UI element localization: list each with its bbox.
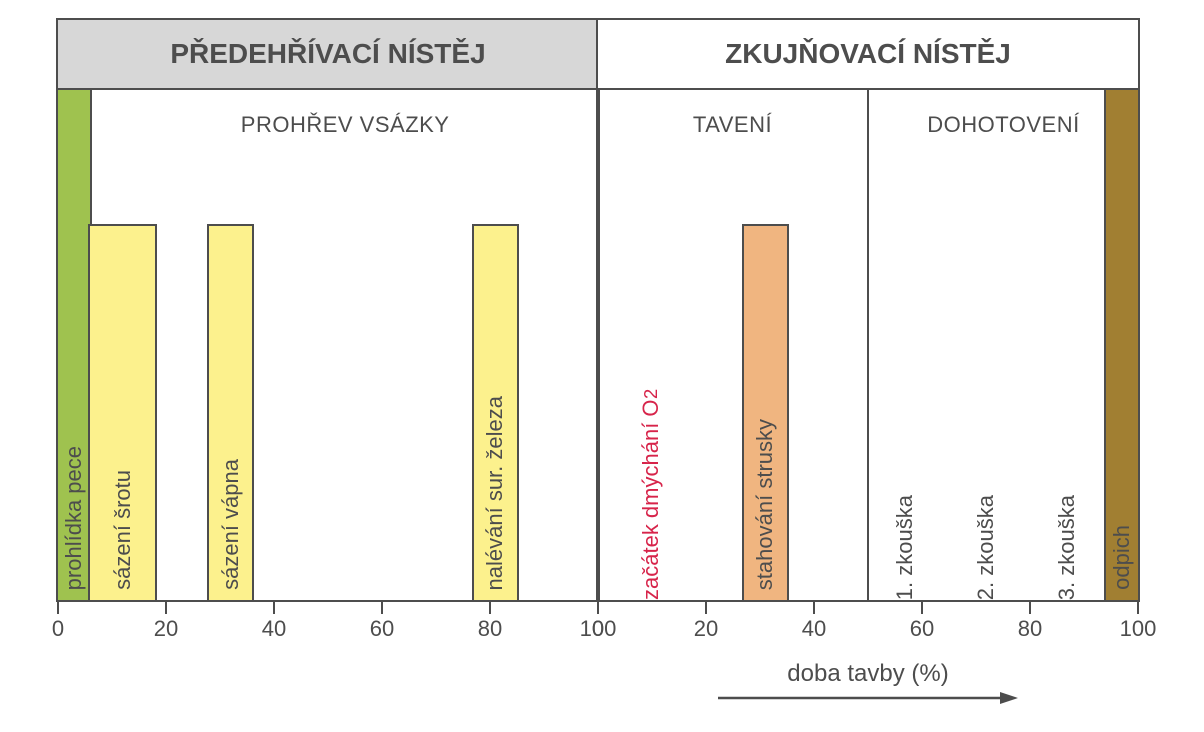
axis-tick xyxy=(597,602,599,614)
x-label-wrap: doba tavby (%) xyxy=(598,660,1138,704)
bar-label: stahování strusky xyxy=(752,409,778,600)
marker-label: 3. zkouška xyxy=(1054,257,1080,600)
bar-label: prohlídka pece xyxy=(61,436,87,600)
axis-tick-label: 0 xyxy=(592,616,604,642)
axis-tick-label: 20 xyxy=(154,616,178,642)
axis-tick-label: 0 xyxy=(52,616,64,642)
axis-tick-label: 80 xyxy=(1018,616,1042,642)
axis-tick xyxy=(705,602,707,614)
axis-tick-label: 20 xyxy=(694,616,718,642)
axis-tick xyxy=(57,602,59,614)
axis-tick-label: 80 xyxy=(478,616,502,642)
bar-label: nalévání sur. železa xyxy=(482,386,508,600)
bars-left: prohlídka pece sázení šrotu sázení vápna na… xyxy=(58,160,598,600)
axis-tick-label: 60 xyxy=(370,616,394,642)
right-half: ZKUJŇOVACÍ NÍSTĚJ TAVENÍDOHOTOVENÍ staho… xyxy=(598,20,1138,600)
header-right: ZKUJŇOVACÍ NÍSTĚJ xyxy=(598,20,1138,90)
x-axis-label: doba tavby (%) xyxy=(787,660,948,688)
marker-label: 2. zkouška xyxy=(973,257,999,600)
axis-tick xyxy=(489,602,491,614)
axis-tick xyxy=(813,602,815,614)
phase-cell: DOHOTOVENÍ xyxy=(869,90,1138,160)
bar-label: sázení vápna xyxy=(218,449,244,600)
process-bar: nalévání sur. železa xyxy=(474,226,517,600)
x-axis-left: 020406080100 xyxy=(58,602,598,642)
axis-tick xyxy=(273,602,275,614)
plot-area: PŘEDEHŘÍVACÍ NÍSTĚJ PROHŘEV VSÁZKY prohl… xyxy=(58,20,1138,600)
phase-separator xyxy=(867,90,869,600)
axis-tick xyxy=(1029,602,1031,614)
process-bar: sázení šrotu xyxy=(90,226,155,600)
bar-label: sázení šrotu xyxy=(110,460,136,600)
phase-cell: TAVENÍ xyxy=(598,90,867,160)
axis-tick-label: 40 xyxy=(802,616,826,642)
axis-tick xyxy=(1137,602,1139,614)
phase-cell: PROHŘEV VSÁZKY xyxy=(92,90,598,160)
marker-label: začátek dmýchání O2 xyxy=(638,226,664,600)
chart: PŘEDEHŘÍVACÍ NÍSTĚJ PROHŘEV VSÁZKY prohl… xyxy=(40,20,1158,712)
header-left: PŘEDEHŘÍVACÍ NÍSTĚJ xyxy=(58,20,598,90)
axis-tick-label: 60 xyxy=(910,616,934,642)
axis-tick xyxy=(921,602,923,614)
process-bar: stahování strusky xyxy=(744,226,787,600)
axis-tick xyxy=(165,602,167,614)
axis-tick-label: 100 xyxy=(1120,616,1157,642)
process-bar: sázení vápna xyxy=(209,226,252,600)
marker-label: 1. zkouška xyxy=(892,257,918,600)
axis-tick xyxy=(381,602,383,614)
bar-label: odpich xyxy=(1109,515,1135,600)
process-bar: odpich xyxy=(1106,90,1138,600)
bars-right: stahování strusky odpich začátek dmýchání … xyxy=(598,160,1138,600)
process-bar: prohlídka pece xyxy=(58,90,90,600)
axis-tick-label: 40 xyxy=(262,616,286,642)
left-half: PŘEDEHŘÍVACÍ NÍSTĚJ PROHŘEV VSÁZKY prohl… xyxy=(58,20,598,600)
x-axis-right: 020406080100 xyxy=(598,602,1138,642)
arrow-icon xyxy=(718,692,1018,704)
phase-row-left: PROHŘEV VSÁZKY xyxy=(58,90,598,160)
